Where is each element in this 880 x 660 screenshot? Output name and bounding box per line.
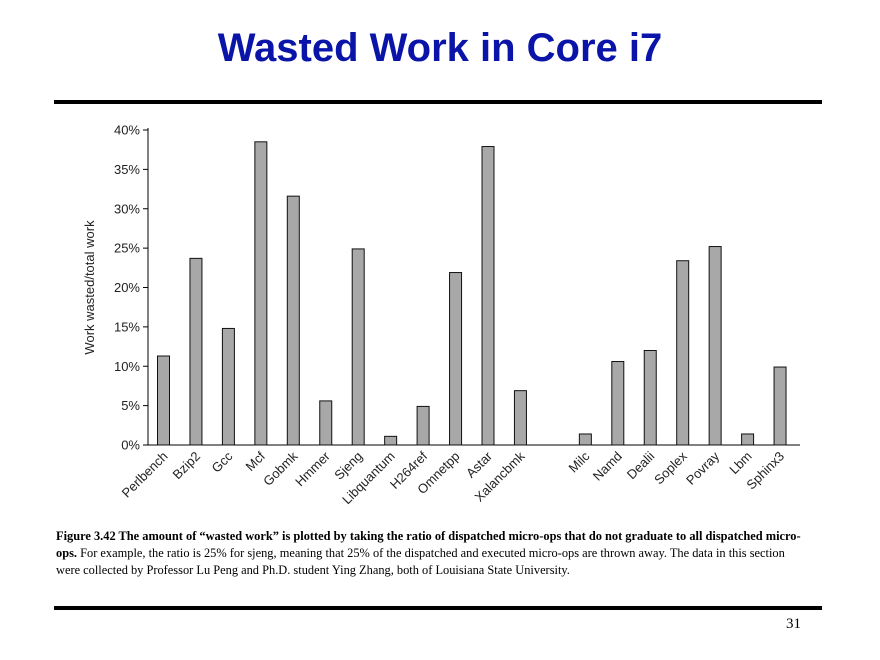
bar: [351, 248, 365, 446]
y-tick-label: 10%: [114, 359, 140, 374]
y-tick-label: 5%: [121, 398, 140, 413]
bar: [611, 361, 625, 446]
x-tick-label: Hmmer: [292, 448, 333, 489]
x-tick-label: Soplex: [651, 448, 690, 487]
wasted-work-bar-chart: 0% 5% 10% 15% 20% 25% 30% 35% 40% Work wasted/tot…: [82, 123, 800, 507]
x-tick-label: Gcc: [209, 448, 236, 475]
page-number: 31: [786, 616, 801, 632]
bar: [286, 195, 300, 446]
slide-title: Wasted Work in Core i7: [217, 26, 663, 70]
bar: [708, 246, 722, 446]
bar: [449, 272, 463, 446]
bar: [773, 366, 787, 446]
x-tick-label: Povray: [683, 448, 723, 488]
bar: [157, 355, 170, 446]
top-divider: [54, 100, 822, 104]
x-tick-label: Milc: [566, 448, 593, 475]
y-axis-title: Work wasted/total work: [82, 220, 97, 355]
bar: [481, 146, 495, 446]
caption-text: For example, the ratio is 25% for sjeng,…: [56, 546, 785, 577]
bar: [384, 435, 398, 446]
figure-caption: Figure 3.42 The amount of “wasted work” …: [56, 528, 806, 579]
x-tick-label: Perlbench: [119, 449, 171, 501]
bar: [578, 433, 592, 446]
y-tick-label: 35%: [114, 162, 140, 177]
y-tick-label: 25%: [114, 241, 140, 256]
caption-bold-text: Figure 3.42 The amount of “wasted work” …: [56, 529, 801, 560]
bar: [254, 141, 268, 446]
x-tick-label: Namd: [590, 449, 625, 484]
y-tick-label: 40%: [114, 123, 140, 138]
bar: [643, 350, 657, 446]
bar: [676, 260, 690, 446]
y-tick-label: 30%: [114, 201, 140, 216]
x-tick-label: Bzip2: [169, 449, 203, 483]
y-tick-label: 0%: [121, 438, 140, 453]
y-tick-label: 15%: [114, 319, 140, 334]
bar: [319, 400, 333, 446]
bar: [513, 390, 527, 446]
bar: [189, 257, 203, 446]
x-tick-label: Lbm: [726, 449, 754, 477]
x-tick-label: Gobmk: [260, 448, 301, 489]
bar: [741, 433, 755, 446]
y-tick-label: 20%: [114, 280, 140, 295]
bar: [221, 327, 235, 446]
bottom-divider: [54, 606, 822, 610]
bar: [416, 405, 430, 446]
x-tick-label: Mcf: [243, 448, 269, 474]
